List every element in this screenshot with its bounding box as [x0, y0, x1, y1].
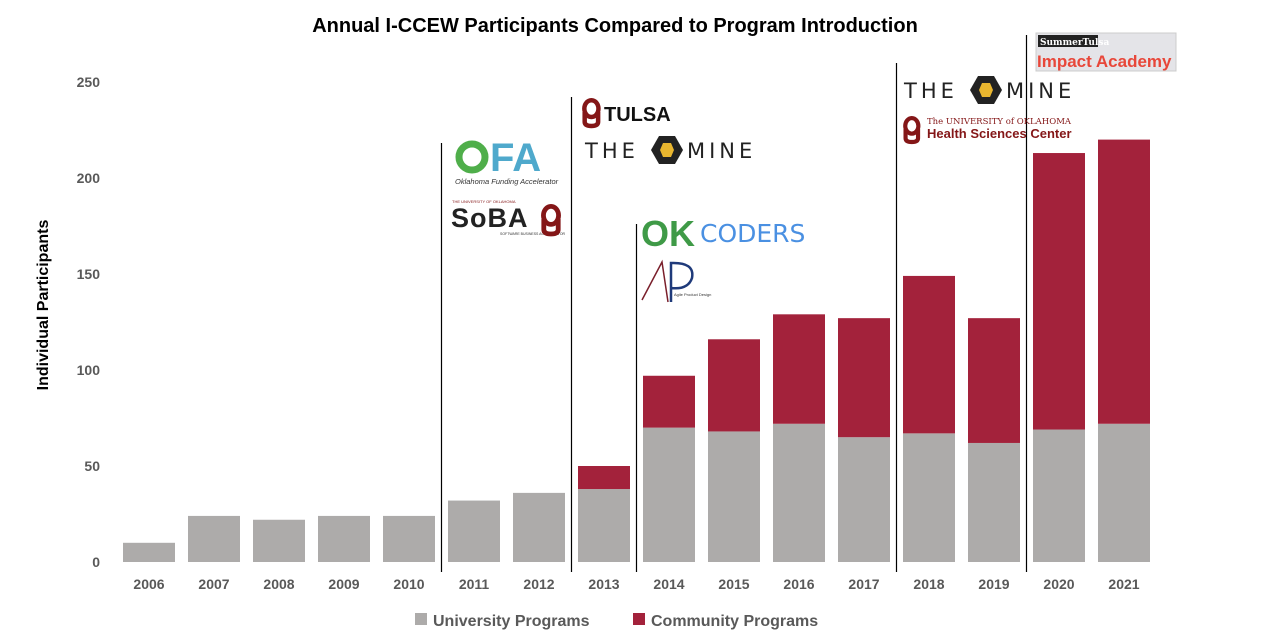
x-tick-label: 2019	[978, 576, 1009, 592]
y-tick-label: 100	[77, 362, 101, 378]
legend-label: University Programs	[433, 613, 590, 630]
university-bar-2017	[838, 437, 890, 562]
x-tick-label: 2018	[913, 576, 944, 592]
svg-text:SummerTulsa: SummerTulsa	[1040, 38, 1109, 48]
the-mine-logo: THE MINE	[903, 76, 1075, 104]
legend-swatch	[633, 613, 645, 625]
university-bar-2009	[318, 515, 370, 562]
y-tick-label: 150	[77, 266, 101, 282]
x-tick-label: 2006	[133, 576, 164, 592]
svg-text:The UNIVERSITY of OKLAHOMA: The UNIVERSITY of OKLAHOMA	[927, 117, 1072, 127]
university-bar-2019	[968, 442, 1020, 562]
community-bar-2018	[903, 275, 955, 434]
x-tick-label: 2008	[263, 576, 294, 592]
university-bar-2007	[188, 515, 240, 562]
community-bar-2014	[643, 375, 695, 428]
legend-label: Community Programs	[651, 613, 818, 630]
university-bar-2020	[1033, 429, 1085, 562]
community-bar-2020	[1033, 153, 1085, 430]
x-tick-label: 2014	[653, 576, 684, 592]
ou-tulsa-logo: TULSA	[582, 97, 671, 129]
university-bar-2012	[513, 492, 565, 562]
ou-monogram-icon	[582, 97, 601, 129]
svg-text:OK: OK	[641, 213, 695, 254]
okcoders-logo: OK CODERS	[641, 213, 805, 254]
university-bar-2010	[383, 515, 435, 562]
svg-text:Health Sciences Center: Health Sciences Center	[927, 126, 1072, 141]
chart-title: Annual I-CCEW Participants Compared to P…	[312, 15, 918, 37]
university-bar-2015	[708, 431, 760, 562]
university-bar-2008	[253, 519, 305, 562]
community-bar-2016	[773, 314, 825, 424]
x-tick-label: 2013	[588, 576, 619, 592]
y-tick-label: 250	[77, 74, 101, 90]
legend-swatch	[415, 613, 427, 625]
university-bar-2018	[903, 433, 955, 562]
x-tick-label: 2007	[198, 576, 229, 592]
ou-monogram-icon	[903, 115, 921, 145]
svg-text:THE UNIVERSITY OF OKLAHOMA: THE UNIVERSITY OF OKLAHOMA	[452, 199, 516, 204]
university-bar-2016	[773, 423, 825, 562]
y-tick-label: 0	[92, 554, 100, 570]
svg-text:THE: THE	[903, 79, 958, 103]
university-bar-2011	[448, 500, 500, 562]
svg-text:Impact Academy: Impact Academy	[1037, 52, 1172, 71]
the-mine-logo: THE MINE	[584, 136, 756, 164]
legend-item-community: Community Programs	[633, 613, 818, 630]
x-tick-label: 2021	[1108, 576, 1139, 592]
x-tick-label: 2009	[328, 576, 359, 592]
university-bar-2014	[643, 427, 695, 562]
community-bar-2015	[708, 339, 760, 432]
university-bar-2013	[578, 489, 630, 562]
legend-item-university: University Programs	[415, 613, 590, 630]
university-bar-2006	[123, 542, 175, 562]
svg-text:SoBA: SoBA	[451, 203, 529, 233]
x-tick-label: 2010	[393, 576, 424, 592]
university-bar-2021	[1098, 423, 1150, 562]
svg-text:TULSA: TULSA	[604, 104, 671, 126]
x-tick-label: 2012	[523, 576, 554, 592]
svg-text:FA: FA	[490, 136, 541, 180]
community-bar-2021	[1098, 139, 1150, 424]
svg-text:SOFTWARE BUSINESS ACCELERATOR: SOFTWARE BUSINESS ACCELERATOR	[500, 232, 566, 236]
x-tick-label: 2017	[848, 576, 879, 592]
ou-monogram-icon	[541, 203, 561, 237]
community-bar-2013	[578, 466, 630, 490]
x-tick-label: 2020	[1043, 576, 1074, 592]
agile-product-design-logo: Agile Product Design	[641, 259, 711, 303]
x-tick-label: 2015	[718, 576, 749, 592]
y-axis-label: Individual Participants	[35, 220, 52, 391]
y-tick-label: 50	[84, 458, 100, 474]
svg-text:MINE: MINE	[1006, 79, 1075, 103]
svg-text:MINE: MINE	[687, 139, 756, 163]
x-tick-label: 2011	[459, 576, 490, 592]
y-tick-label: 200	[77, 170, 101, 186]
community-bar-2019	[968, 318, 1020, 443]
svg-text:THE: THE	[584, 139, 639, 163]
summertulsa-impact-academy-logo: SummerTulsa Impact Academy	[1035, 32, 1177, 72]
x-tick-label: 2016	[783, 576, 814, 592]
svg-text:Agile Product Design: Agile Product Design	[674, 292, 711, 297]
svg-text:CODERS: CODERS	[700, 219, 805, 248]
community-bar-2017	[838, 318, 890, 438]
svg-text:Oklahoma Funding Accelerator: Oklahoma Funding Accelerator	[455, 177, 559, 186]
